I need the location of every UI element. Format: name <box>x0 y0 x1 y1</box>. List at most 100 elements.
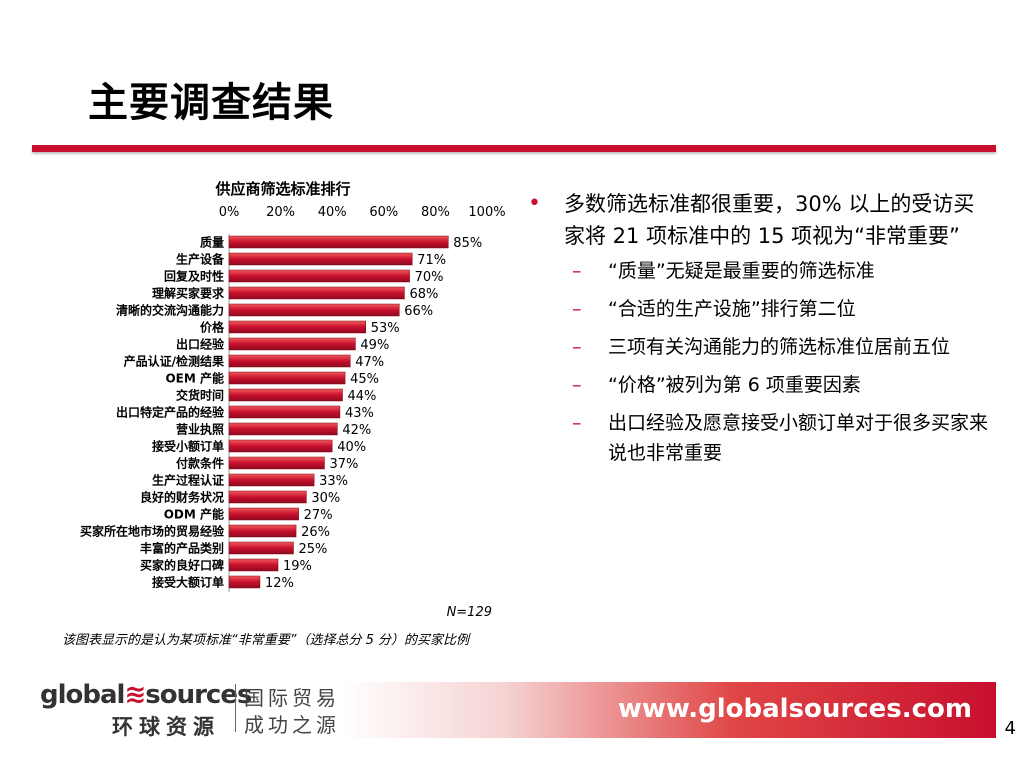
value-label: 27% <box>304 508 333 523</box>
category-label: 买家所在地市场的贸易经验 <box>80 524 225 539</box>
value-label: 40% <box>337 440 366 455</box>
sub-bullet-text: “合适的生产设施”排行第二位 <box>608 298 856 320</box>
value-labels: 85% 71% 70% 68% 66% 53% 49% 47% 45% 44% 43% 42% 40% 3… <box>265 236 482 591</box>
value-label: 26% <box>301 525 330 540</box>
bar <box>228 456 325 470</box>
bar <box>228 388 343 402</box>
x-tick-label: 20% <box>266 205 295 220</box>
chart-footnote: 该图表显示的是认为某项标准“非常重要”（选择总分 5 分）的买家比例 <box>62 633 470 648</box>
main-bullet-text: 多数筛选标准都很重要，30% 以上的受访买家将 21 项标准中的 15 项视为“… <box>564 192 975 248</box>
value-label: 37% <box>329 457 358 472</box>
bar <box>228 303 400 317</box>
value-label: 47% <box>355 355 384 370</box>
category-label: 出口特定产品的经验 <box>116 405 225 420</box>
bar <box>228 354 351 368</box>
category-label: 生产设备 <box>176 252 225 267</box>
category-label: 质量 <box>200 235 224 250</box>
value-label: 71% <box>417 253 446 268</box>
value-label: 42% <box>342 423 371 438</box>
logo-text-sources: sources <box>145 680 252 710</box>
sub-bullet-text: “质量”无疑是最重要的筛选标准 <box>608 260 875 282</box>
logo-divider <box>235 684 236 732</box>
value-label: 19% <box>283 559 312 574</box>
sub-bullet: – “合适的生产设施”排行第二位 <box>572 294 988 324</box>
sub-bullet: – 三项有关沟通能力的筛选标准位居前五位 <box>572 332 988 362</box>
value-label: 70% <box>415 270 444 285</box>
sample-size-note: N=129 <box>447 605 492 620</box>
x-tick-label: 0% <box>219 205 240 220</box>
sub-bullet-text: “价格”被列为第 6 项重要因素 <box>608 374 861 396</box>
bar-chart: 供应商筛选标准排行 0% 20% 40% 60% 80% 100% 质量生产设备回复及时性… <box>80 180 506 620</box>
value-label: 53% <box>371 321 400 336</box>
category-label: 产品认证/检测结果 <box>124 354 224 369</box>
slogan-line-2: 成功之源 <box>244 713 340 737</box>
value-label: 49% <box>360 338 389 353</box>
bar <box>228 337 356 351</box>
dash-icon: – <box>572 336 582 358</box>
dash-icon: – <box>572 412 582 434</box>
sub-bullet-list: – “质量”无疑是最重要的筛选标准 – “合适的生产设施”排行第二位 – 三项有关沟通… <box>528 256 988 468</box>
sub-bullet-text: 三项有关沟通能力的筛选标准位居前五位 <box>608 336 951 358</box>
value-label: 25% <box>299 542 328 557</box>
page-number: 4 <box>1004 718 1016 739</box>
sub-bullet: – “价格”被列为第 6 项重要因素 <box>572 370 988 400</box>
bar <box>228 490 307 504</box>
value-label: 66% <box>404 304 433 319</box>
bar <box>228 235 449 249</box>
sub-bullet-text: 出口经验及愿意接受小额订单对于很多买家来说也非常重要 <box>608 412 989 464</box>
category-label: 付款条件 <box>176 456 224 471</box>
title-divider <box>32 145 996 152</box>
sub-bullet: – 出口经验及愿意接受小额订单对于很多买家来说也非常重要 <box>572 408 988 468</box>
dash-icon: – <box>572 298 582 320</box>
x-tick-label: 40% <box>318 205 347 220</box>
category-label: 价格 <box>200 320 225 335</box>
value-label: 33% <box>319 474 348 489</box>
website-url: www.globalsources.com <box>617 694 972 724</box>
x-axis-ticks: 0% 20% 40% 60% 80% 100% <box>219 205 506 220</box>
bar <box>228 507 299 521</box>
chart-title: 供应商筛选标准排行 <box>214 180 350 198</box>
bar <box>228 320 366 334</box>
bullet-dot-icon: • <box>528 191 541 216</box>
dash-icon: – <box>572 260 582 282</box>
category-label: 接受小额订单 <box>152 439 224 454</box>
value-label: 85% <box>453 236 482 251</box>
category-label: 丰富的产品类别 <box>140 541 224 556</box>
bars-group <box>228 235 449 589</box>
logo-text-global: global <box>40 680 125 710</box>
bar <box>228 371 346 385</box>
category-label: 交货时间 <box>176 388 224 403</box>
x-tick-label: 80% <box>421 205 450 220</box>
value-label: 43% <box>345 406 374 421</box>
global-sources-logo: global≋sources <box>40 680 252 710</box>
value-label: 44% <box>348 389 377 404</box>
bar <box>228 286 405 300</box>
category-label: 出口经验 <box>176 337 225 352</box>
category-label: 生产过程认证 <box>152 473 224 488</box>
slide-title: 主要调查结果 <box>88 80 334 126</box>
slogan-line-1: 国际贸易 <box>244 686 340 710</box>
category-label: 理解买家要求 <box>152 286 225 301</box>
category-labels: 质量生产设备回复及时性理解买家要求清晰的交流沟通能力价格出口经验产品认证/检测结… <box>80 235 225 590</box>
value-label: 12% <box>265 576 294 591</box>
bar <box>228 405 341 419</box>
value-label: 30% <box>311 491 340 506</box>
bar <box>228 575 261 589</box>
value-label: 68% <box>409 287 438 302</box>
x-tick-label: 60% <box>369 205 398 220</box>
key-findings: • 多数筛选标准都很重要，30% 以上的受访买家将 21 项标准中的 15 项视… <box>528 188 988 476</box>
logo-swirl-icon: ≋ <box>124 680 146 710</box>
dash-icon: – <box>572 374 582 396</box>
bar <box>228 252 413 266</box>
category-label: ODM 产能 <box>164 507 224 522</box>
main-bullet: • 多数筛选标准都很重要，30% 以上的受访买家将 21 项标准中的 15 项视… <box>528 188 988 252</box>
sub-bullet: – “质量”无疑是最重要的筛选标准 <box>572 256 988 286</box>
category-label: OEM 产能 <box>165 371 224 386</box>
category-label: 清晰的交流沟通能力 <box>116 303 224 318</box>
x-tick-label: 100% <box>468 205 505 220</box>
logo-chinese: 环球资源 <box>112 715 220 739</box>
footer-band <box>340 682 996 738</box>
category-label: 良好的财务状况 <box>140 490 224 505</box>
category-label: 营业执照 <box>176 422 224 437</box>
bar <box>228 524 297 538</box>
